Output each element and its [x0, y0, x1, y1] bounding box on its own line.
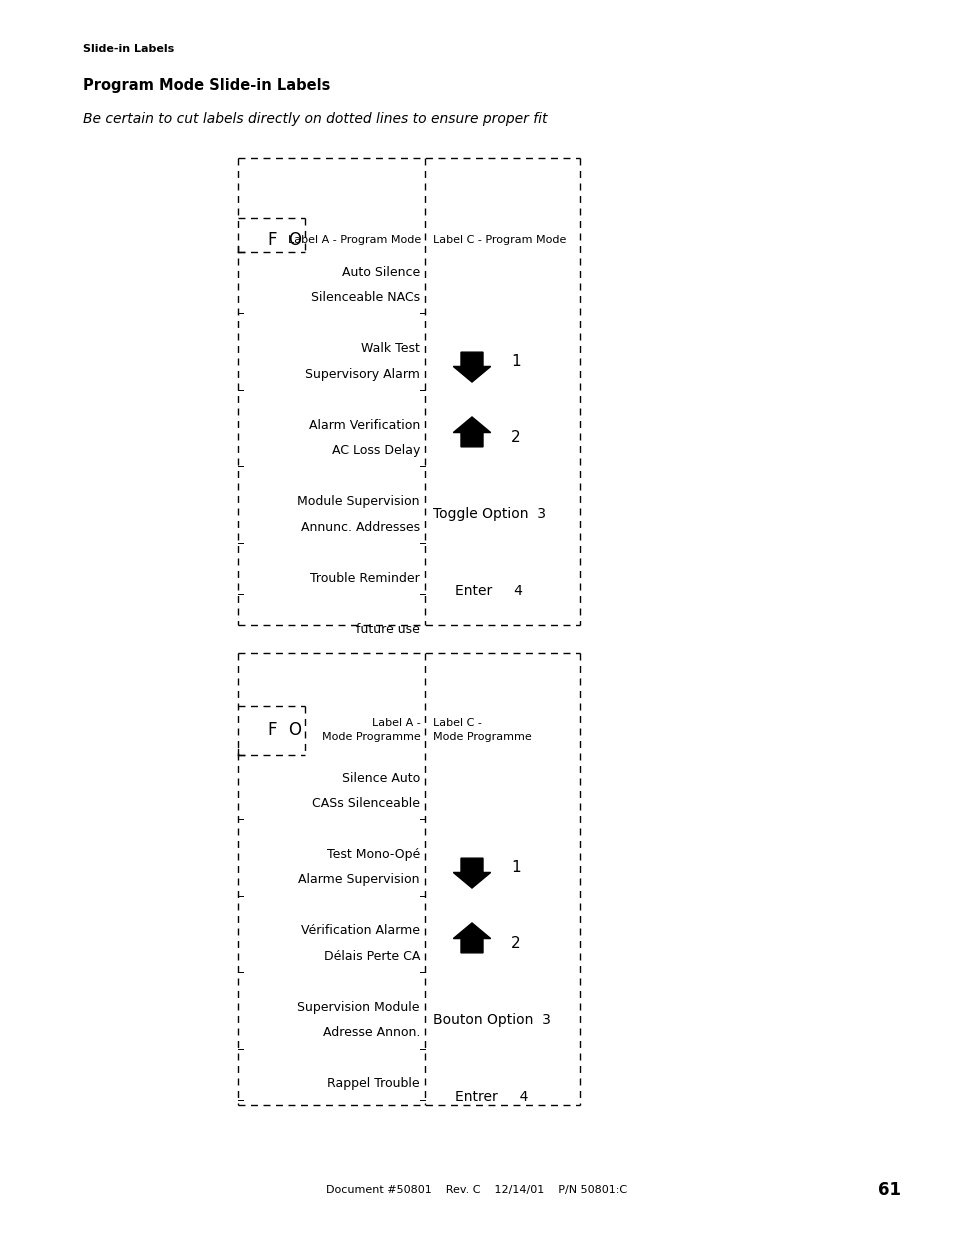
- Text: Bouton Option  3: Bouton Option 3: [433, 1013, 550, 1028]
- Text: Module Supervision: Module Supervision: [297, 495, 419, 508]
- Text: Enter     4: Enter 4: [455, 584, 522, 598]
- Text: Walk Test: Walk Test: [361, 342, 419, 354]
- Text: Label A -
Mode Programme: Label A - Mode Programme: [322, 719, 420, 741]
- Text: O: O: [288, 231, 301, 249]
- Text: Vérification Alarme: Vérification Alarme: [301, 925, 419, 937]
- Text: 2: 2: [511, 936, 520, 951]
- Text: Toggle Option  3: Toggle Option 3: [433, 508, 545, 521]
- Text: 2: 2: [511, 430, 520, 446]
- Text: Auto Silence: Auto Silence: [341, 266, 419, 279]
- Text: Label C - Program Mode: Label C - Program Mode: [433, 235, 566, 245]
- Text: F: F: [267, 231, 276, 249]
- Text: Silenceable NACs: Silenceable NACs: [311, 291, 419, 304]
- Text: 1: 1: [511, 860, 520, 874]
- Text: Be certain to cut labels directly on dotted lines to ensure proper fit: Be certain to cut labels directly on dot…: [83, 112, 547, 126]
- Text: Délais Perte CA: Délais Perte CA: [323, 950, 419, 963]
- Text: Supervision Module: Supervision Module: [297, 1002, 419, 1014]
- Text: Supervisory Alarm: Supervisory Alarm: [305, 368, 419, 380]
- Polygon shape: [453, 858, 490, 888]
- Text: Silence Auto: Silence Auto: [341, 772, 419, 784]
- Text: Label C -
Mode Programme: Label C - Mode Programme: [433, 719, 531, 741]
- Text: O: O: [288, 721, 301, 739]
- Text: CASs Silenceable: CASs Silenceable: [312, 797, 419, 810]
- Polygon shape: [453, 923, 490, 953]
- Polygon shape: [453, 352, 490, 382]
- Text: Trouble Reminder: Trouble Reminder: [310, 572, 419, 584]
- Text: F: F: [267, 721, 276, 739]
- Text: Alarm Verification: Alarm Verification: [309, 419, 419, 431]
- Text: Annunc. Addresses: Annunc. Addresses: [300, 520, 419, 534]
- Text: Alarme Supervision: Alarme Supervision: [298, 873, 419, 887]
- Text: Label A - Program Mode: Label A - Program Mode: [288, 235, 420, 245]
- Text: Program Mode Slide-in Labels: Program Mode Slide-in Labels: [83, 78, 330, 93]
- Text: 1: 1: [511, 353, 520, 369]
- Text: Rappel Trouble: Rappel Trouble: [327, 1077, 419, 1091]
- Polygon shape: [453, 417, 490, 447]
- Text: Slide-in Labels: Slide-in Labels: [83, 44, 174, 54]
- Text: Entrer     4: Entrer 4: [455, 1089, 528, 1104]
- Text: Test Mono-Opé: Test Mono-Opé: [327, 848, 419, 861]
- Text: Document #50801    Rev. C    12/14/01    P/N 50801:C: Document #50801 Rev. C 12/14/01 P/N 5080…: [326, 1186, 627, 1195]
- Text: future use: future use: [355, 622, 419, 636]
- Text: Adresse Annon.: Adresse Annon.: [322, 1026, 419, 1040]
- Text: 61: 61: [878, 1181, 901, 1199]
- Text: AC Loss Delay: AC Loss Delay: [332, 445, 419, 457]
